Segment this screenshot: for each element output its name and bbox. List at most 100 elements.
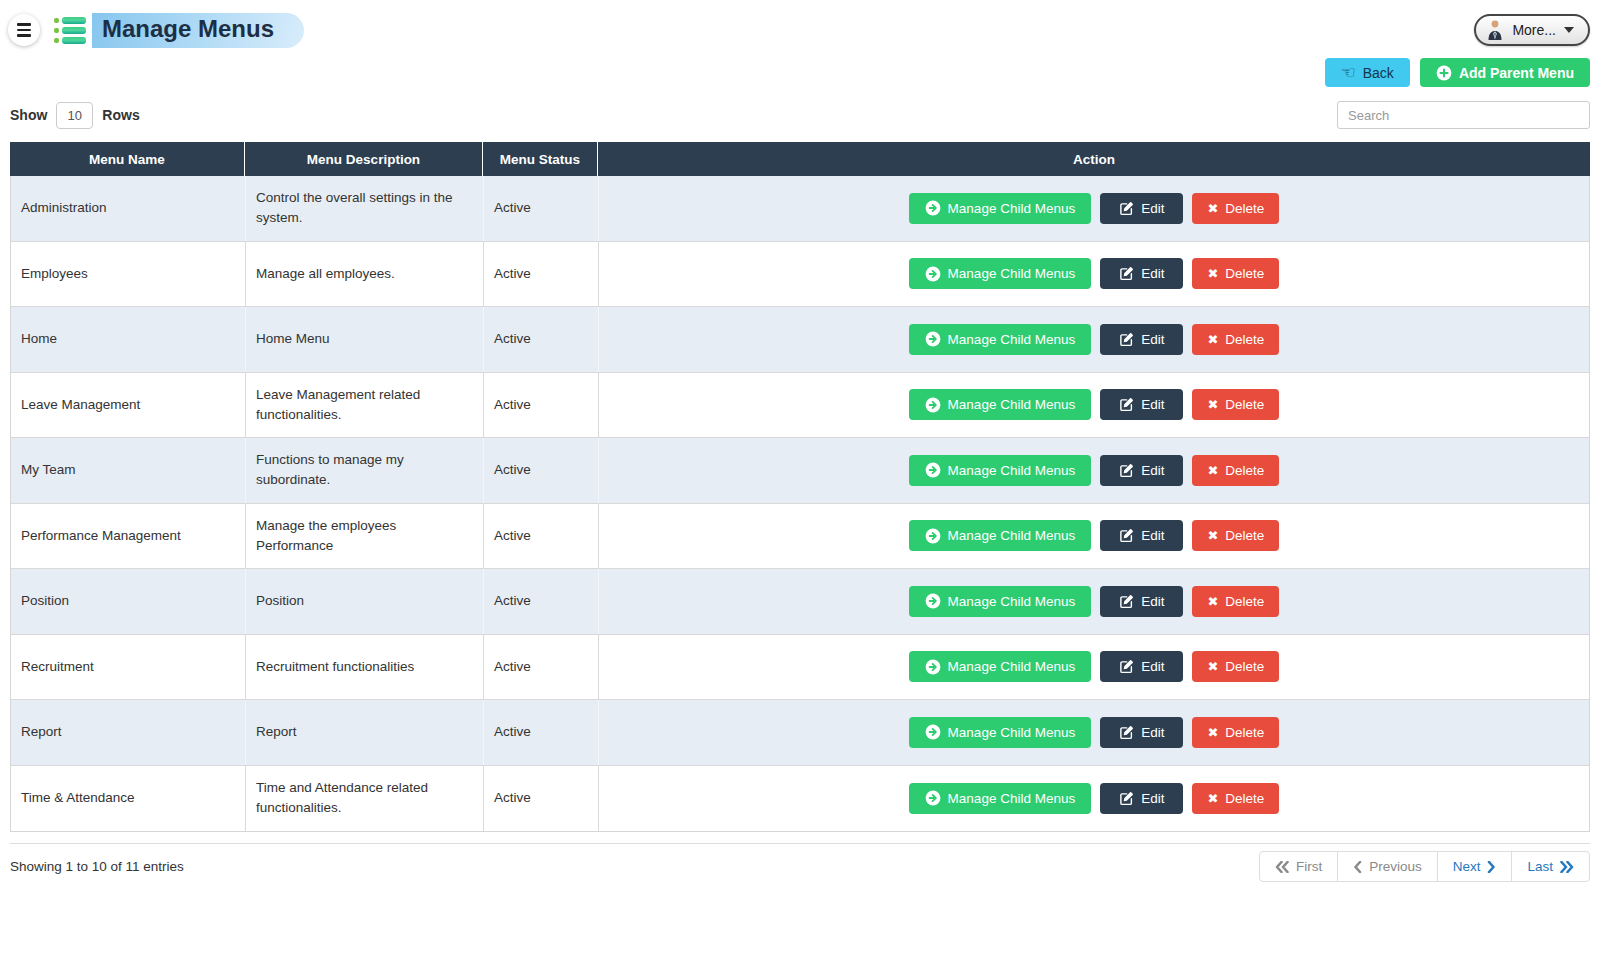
x-icon: ✖ (1207, 202, 1218, 215)
pagination-first[interactable]: First (1260, 852, 1337, 881)
action-cell: Manage Child Menus Edit ✖ Delete (599, 635, 1589, 700)
menu-description-cell: Time and Attendance related functionalit… (246, 766, 484, 832)
table-row: My Team Functions to manage my subordina… (11, 438, 1589, 504)
menu-status-cell: Active (484, 766, 599, 832)
edit-button[interactable]: Edit (1100, 520, 1183, 551)
menu-status-cell: Active (484, 569, 599, 634)
more-button[interactable]: More... (1474, 14, 1590, 46)
manage-child-menus-label: Manage Child Menus (948, 201, 1076, 216)
manage-child-menus-button[interactable]: Manage Child Menus (909, 455, 1092, 486)
delete-button[interactable]: ✖ Delete (1192, 455, 1279, 486)
x-icon: ✖ (1207, 792, 1218, 805)
manage-child-menus-button[interactable]: Manage Child Menus (909, 651, 1092, 682)
pagination-previous[interactable]: Previous (1337, 852, 1437, 881)
column-header-action: Action (598, 142, 1590, 176)
edit-button[interactable]: Edit (1100, 651, 1183, 682)
table-body: Administration Control the overall setti… (10, 176, 1590, 832)
action-cell: Manage Child Menus Edit ✖ Delete (599, 242, 1589, 307)
menus-table: Menu Name Menu Description Menu Status A… (10, 142, 1590, 832)
menu-status-cell: Active (484, 504, 599, 569)
manage-child-menus-button[interactable]: Manage Child Menus (909, 717, 1092, 748)
menu-list-icon (54, 17, 86, 44)
manage-child-menus-button[interactable]: Manage Child Menus (909, 783, 1092, 814)
edit-pencil-icon (1119, 725, 1134, 740)
edit-pencil-icon (1119, 528, 1134, 543)
menu-status-cell: Active (484, 635, 599, 700)
delete-button[interactable]: ✖ Delete (1192, 389, 1279, 420)
edit-button[interactable]: Edit (1100, 586, 1183, 617)
pagination-next[interactable]: Next (1437, 852, 1512, 881)
menu-description-cell: Control the overall settings in the syst… (246, 176, 484, 241)
arrow-right-circle-icon (925, 724, 941, 740)
edit-button[interactable]: Edit (1100, 455, 1183, 486)
action-cell: Manage Child Menus Edit ✖ Delete (599, 569, 1589, 634)
add-parent-menu-label: Add Parent Menu (1459, 65, 1574, 81)
show-label: Show (10, 107, 47, 123)
manage-child-menus-button[interactable]: Manage Child Menus (909, 193, 1092, 224)
manage-child-menus-button[interactable]: Manage Child Menus (909, 389, 1092, 420)
edit-button[interactable]: Edit (1100, 389, 1183, 420)
delete-button[interactable]: ✖ Delete (1192, 193, 1279, 224)
delete-button-label: Delete (1225, 725, 1264, 740)
x-icon: ✖ (1207, 595, 1218, 608)
table-row: Performance Management Manage the employ… (11, 504, 1589, 570)
table-row: Report Report Active Manage Child Menus (11, 700, 1589, 766)
edit-pencil-icon (1119, 332, 1134, 347)
chevron-right-icon (1487, 861, 1496, 873)
edit-button-label: Edit (1141, 528, 1164, 543)
edit-button-label: Edit (1141, 791, 1164, 806)
table-row: Home Home Menu Active Manage Child Menus (11, 307, 1589, 373)
controls-row: Show Rows (0, 87, 1605, 139)
manage-child-menus-label: Manage Child Menus (948, 725, 1076, 740)
delete-button[interactable]: ✖ Delete (1192, 651, 1279, 682)
menu-status-cell: Active (484, 438, 599, 503)
delete-button[interactable]: ✖ Delete (1192, 324, 1279, 355)
menu-name-cell: My Team (11, 438, 246, 503)
chevron-left-icon (1353, 861, 1362, 873)
pagination-last[interactable]: Last (1511, 852, 1589, 881)
table-footer: Showing 1 to 10 of 11 entries First Prev… (10, 843, 1590, 882)
edit-button[interactable]: Edit (1100, 193, 1183, 224)
back-button[interactable]: ☜ Back (1325, 58, 1410, 87)
column-header-menu-name: Menu Name (10, 142, 245, 176)
delete-button[interactable]: ✖ Delete (1192, 520, 1279, 551)
x-icon: ✖ (1207, 267, 1218, 280)
edit-button[interactable]: Edit (1100, 783, 1183, 814)
edit-button-label: Edit (1141, 725, 1164, 740)
menu-description-cell: Leave Management related functionalities… (246, 373, 484, 438)
action-cell: Manage Child Menus Edit ✖ Delete (599, 307, 1589, 372)
delete-button-label: Delete (1225, 659, 1264, 674)
edit-button[interactable]: Edit (1100, 717, 1183, 748)
add-parent-menu-button[interactable]: Add Parent Menu (1420, 58, 1590, 87)
menu-status-cell: Active (484, 700, 599, 765)
menu-description-cell: Position (246, 569, 484, 634)
action-cell: Manage Child Menus Edit ✖ Delete (599, 700, 1589, 765)
manage-child-menus-button[interactable]: Manage Child Menus (909, 324, 1092, 355)
top-bar: Manage Menus More... (0, 0, 1605, 52)
table-row: Employees Manage all employees. Active M… (11, 242, 1589, 308)
menu-name-cell: Home (11, 307, 246, 372)
hamburger-menu-icon[interactable] (8, 14, 40, 46)
delete-button[interactable]: ✖ Delete (1192, 586, 1279, 617)
manage-child-menus-button[interactable]: Manage Child Menus (909, 586, 1092, 617)
menu-name-cell: Administration (11, 176, 246, 241)
menu-status-cell: Active (484, 307, 599, 372)
double-chevron-left-icon (1275, 861, 1289, 873)
delete-button[interactable]: ✖ Delete (1192, 258, 1279, 289)
menu-name-cell: Leave Management (11, 373, 246, 438)
manage-child-menus-label: Manage Child Menus (948, 463, 1076, 478)
delete-button[interactable]: ✖ Delete (1192, 717, 1279, 748)
manage-child-menus-button[interactable]: Manage Child Menus (909, 258, 1092, 289)
delete-button[interactable]: ✖ Delete (1192, 783, 1279, 814)
pagination: First Previous Next Last (1259, 851, 1590, 882)
manage-child-menus-button[interactable]: Manage Child Menus (909, 520, 1092, 551)
x-icon: ✖ (1207, 333, 1218, 346)
double-chevron-right-icon (1560, 861, 1574, 873)
search-input[interactable] (1337, 101, 1590, 129)
arrow-right-circle-icon (925, 200, 941, 216)
rows-per-page-input[interactable] (56, 102, 93, 129)
edit-button[interactable]: Edit (1100, 324, 1183, 355)
edit-button[interactable]: Edit (1100, 258, 1183, 289)
menu-name-cell: Performance Management (11, 504, 246, 569)
arrow-right-circle-icon (925, 266, 941, 282)
